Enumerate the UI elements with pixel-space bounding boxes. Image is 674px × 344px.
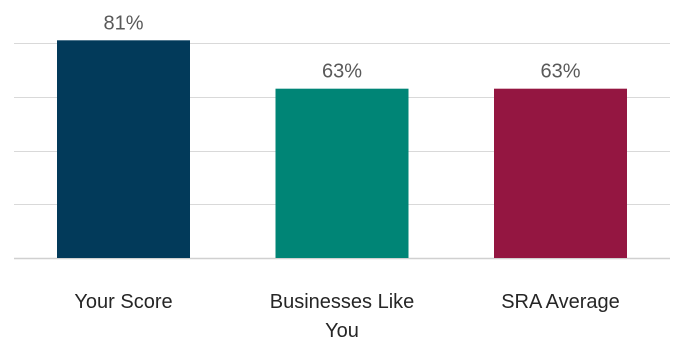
data-labels: 81% 63% 63%: [103, 12, 580, 82]
data-label-businesses-like-you: 63%: [322, 61, 362, 83]
data-label-your-score: 81%: [103, 12, 143, 34]
bar-your-score: [57, 40, 190, 258]
category-label-sra-average: SRA Average: [501, 291, 620, 313]
category-label-businesses-like-you-line-1: Businesses Like: [270, 291, 415, 313]
category-label-businesses-like-you-line-2: You: [325, 320, 359, 342]
bar-businesses-like-you: [275, 88, 409, 258]
bar-sra-average: [494, 88, 627, 258]
category-label-your-score: Your Score: [74, 291, 172, 313]
data-label-sra-average: 63%: [540, 61, 580, 83]
category-labels: Your Score Businesses Like You SRA Average: [74, 291, 619, 342]
bars: [57, 40, 627, 258]
